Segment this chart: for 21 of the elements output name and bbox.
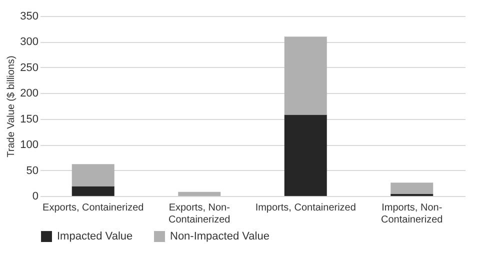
y-tick-label: 50 — [26, 164, 38, 177]
y-tick-label: 300 — [20, 36, 38, 48]
y-tick-label: 0 — [32, 190, 38, 202]
x-tick-label: Imports, Non-Containerized — [381, 202, 443, 226]
y-tick-label: 250 — [20, 62, 38, 74]
y-tick-label: 150 — [20, 113, 38, 126]
y-axis-title: Trade Value ($ billions) — [6, 56, 18, 158]
x-tick-label: Exports, Non-Containerized — [168, 202, 230, 226]
bar — [72, 186, 114, 196]
x-tick-label: Exports, Containerized — [42, 202, 144, 214]
bar — [284, 114, 327, 196]
y-tick-label: 350 — [20, 10, 38, 22]
legend-label: Impacted Value — [57, 230, 133, 243]
bar — [72, 164, 114, 186]
x-tick-label: Imports, Containerized — [255, 202, 356, 214]
bar — [284, 36, 327, 115]
legend-label: Non-Impacted Value — [170, 230, 270, 243]
bar — [390, 182, 434, 194]
bar — [178, 192, 221, 196]
y-tick-label: 100 — [20, 139, 38, 152]
y-tick-label: 200 — [20, 88, 38, 100]
